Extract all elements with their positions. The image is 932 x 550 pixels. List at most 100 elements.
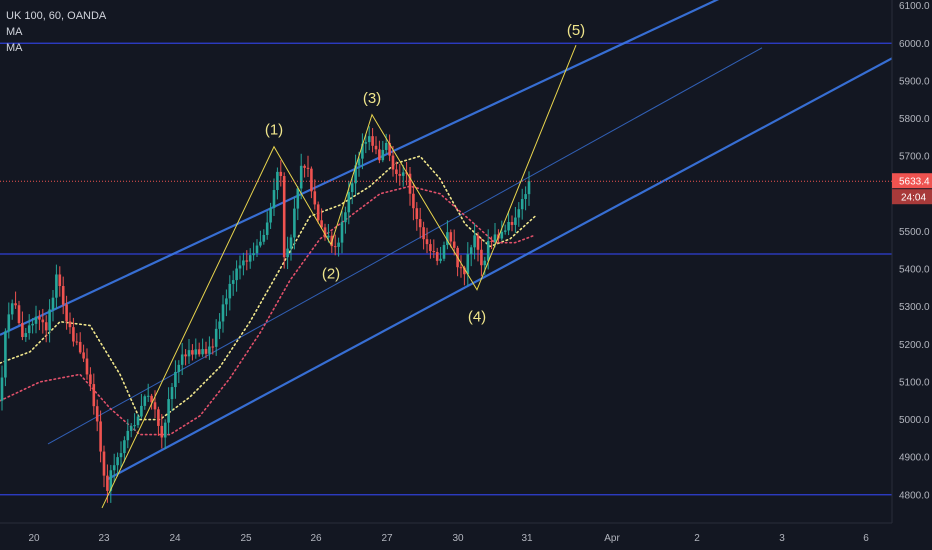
- candle-body-72: [245, 260, 249, 262]
- candle-body-58: [197, 349, 201, 355]
- candle-body-73: [248, 255, 252, 262]
- time-tick-label: 25: [240, 533, 252, 544]
- candle-body-76: [259, 241, 262, 246]
- price-tick-label: 5300.0: [899, 302, 930, 313]
- candle-body-83: [282, 176, 286, 258]
- candle-body-139: [473, 235, 476, 248]
- candle-body-109: [371, 136, 374, 146]
- candle-body-60: [204, 349, 208, 354]
- candle-body-74: [252, 253, 255, 256]
- candle-body-103: [350, 183, 354, 193]
- candle-body-28: [95, 406, 99, 422]
- candle-body-27: [92, 384, 96, 407]
- candle-body-36: [123, 440, 126, 454]
- countdown-tag: [892, 189, 932, 205]
- chart-legend: UK 100, 60, OANDA MA MA: [6, 8, 106, 56]
- indicator-ma-1[interactable]: MA: [6, 26, 23, 38]
- time-tick-label: 27: [381, 533, 393, 544]
- candle-body-44: [150, 395, 153, 403]
- candle-body-80: [272, 190, 276, 208]
- candle-body-142: [483, 260, 487, 266]
- candle-body-123: [418, 219, 422, 228]
- candle-body-115: [391, 155, 395, 170]
- price-tick-label: 5400.0: [899, 265, 930, 276]
- candle-body-46: [157, 409, 160, 426]
- candle-body-52: [177, 364, 181, 372]
- candle-body-15: [51, 297, 55, 310]
- candle-body-66: [225, 298, 228, 305]
- candle-body-132: [449, 232, 453, 242]
- candle-body-38: [129, 426, 133, 431]
- candle-body-24: [82, 352, 85, 359]
- symbol-title[interactable]: UK 100, 60, OANDA: [6, 10, 107, 22]
- trend-channel: [0, 0, 893, 480]
- price-tick-label: 6000.0: [899, 39, 930, 50]
- candle-body-23: [78, 341, 82, 353]
- candle-body-93: [316, 204, 320, 221]
- wave-label-5: (5): [567, 22, 585, 39]
- candle-body-6: [21, 323, 24, 338]
- candle-body-34: [116, 457, 119, 466]
- time-axis[interactable]: 20 23 24 25 26 27 30 31 Apr 2 3 6: [0, 522, 892, 544]
- candle-body-99: [337, 242, 340, 247]
- candle-body-71: [242, 260, 245, 266]
- candle-body-81: [276, 171, 279, 191]
- candle-body-19: [65, 304, 68, 322]
- candle-body-145: [493, 234, 497, 242]
- candle-body-49: [167, 399, 170, 423]
- candle-body-101: [344, 212, 347, 223]
- candle-body-110: [374, 145, 378, 150]
- wave-zigzag-line: [101, 44, 577, 509]
- wave-label-4: (4): [468, 309, 486, 326]
- candle-body-106: [361, 143, 364, 159]
- candle-body-144: [490, 240, 493, 242]
- candle-body-69: [235, 268, 238, 281]
- price-tick-label: 4900.0: [899, 453, 930, 464]
- time-tick-label: 30: [452, 533, 464, 544]
- candle-body-55: [187, 350, 191, 357]
- candle-body-42: [143, 396, 147, 406]
- last-price-value: 5633.4: [899, 177, 930, 188]
- candle-body-41: [140, 405, 143, 417]
- time-tick-label: 6: [863, 533, 869, 544]
- indicator-ma-2[interactable]: MA: [6, 42, 23, 54]
- candle-body-137: [466, 254, 470, 275]
- channel-upper-line: [0, 0, 720, 336]
- candle-body-7: [24, 333, 28, 338]
- candle-body-143: [486, 240, 490, 261]
- candle-body-33: [112, 465, 116, 471]
- price-tick-label: 5700.0: [899, 152, 930, 163]
- candle-body-57: [194, 349, 198, 355]
- candle-body-153: [520, 199, 524, 210]
- candle-body-100: [340, 222, 344, 243]
- candle-body-10: [34, 316, 38, 324]
- candle-body-133: [452, 241, 456, 248]
- candle-body-92: [313, 191, 317, 205]
- candle-body-40: [136, 416, 140, 426]
- candle-body-95: [323, 227, 327, 238]
- candle-body-96: [327, 235, 330, 238]
- candle-body-149: [507, 222, 510, 231]
- wave-label-2: (2): [322, 266, 340, 283]
- time-tick-label: 31: [521, 533, 533, 544]
- candle-body-127: [432, 251, 436, 253]
- price-tick-label: 5800.0: [899, 114, 930, 125]
- candle-body-32: [109, 470, 113, 491]
- candle-body-51: [174, 371, 177, 388]
- candle-body-43: [146, 395, 150, 397]
- candle-body-48: [163, 422, 167, 438]
- last-price-tag: [892, 173, 932, 189]
- candle-body-0: [0, 377, 4, 401]
- candle-body-121: [412, 193, 415, 209]
- candle-body-94: [320, 220, 323, 228]
- candle-body-37: [126, 430, 130, 441]
- candle-body-89: [303, 165, 306, 168]
- candle-body-124: [422, 227, 425, 240]
- candle-body-12: [41, 319, 45, 323]
- candle-body-84: [286, 248, 289, 258]
- candle-body-155: [527, 181, 531, 195]
- candle-body-88: [299, 165, 303, 189]
- candle-body-59: [201, 349, 204, 355]
